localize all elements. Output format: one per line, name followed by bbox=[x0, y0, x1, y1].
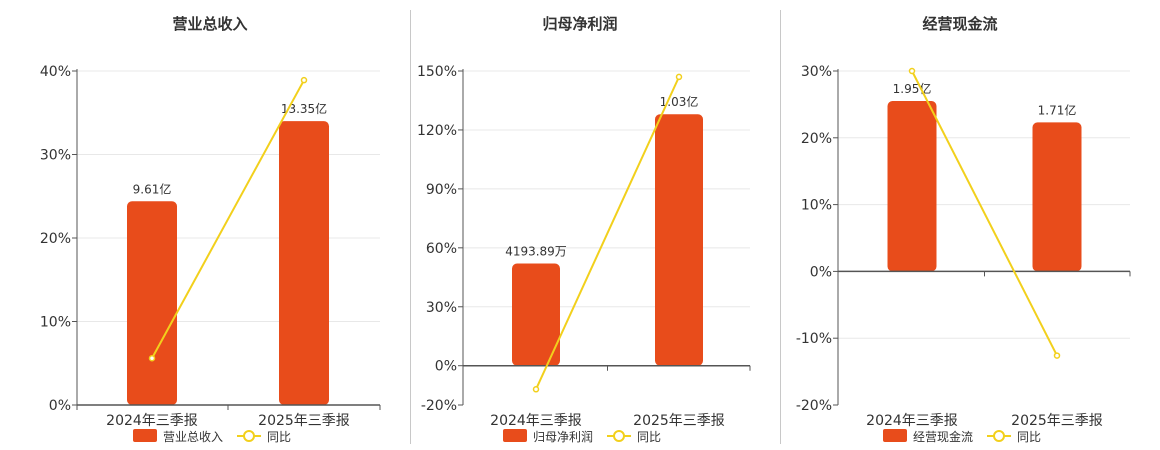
y-tick-label: 30% bbox=[40, 148, 71, 164]
y-tick-label: -20% bbox=[796, 398, 832, 414]
legend-line-label: 同比 bbox=[637, 430, 661, 444]
bar bbox=[1032, 122, 1082, 272]
y-tick-label: 0% bbox=[49, 398, 71, 414]
bar bbox=[887, 101, 937, 272]
yoy-point bbox=[1053, 352, 1061, 359]
y-tick-label: 30% bbox=[801, 64, 832, 80]
chart-title: 经营现金流 bbox=[922, 15, 997, 33]
panel-divider bbox=[410, 10, 411, 444]
yoy-line bbox=[151, 79, 305, 359]
legend-bar-swatch bbox=[883, 429, 907, 442]
yoy-point bbox=[675, 73, 683, 81]
bar bbox=[127, 201, 177, 405]
legend-bar-label: 经营现金流 bbox=[913, 429, 973, 444]
y-tick-label: 30% bbox=[426, 300, 457, 316]
yoy-point bbox=[908, 67, 916, 75]
legend-bar-label: 营业总收入 bbox=[163, 430, 223, 444]
legend-line-label: 同比 bbox=[1017, 430, 1041, 444]
legend-line-marker bbox=[613, 430, 625, 442]
chart-title: 归母净利润 bbox=[542, 15, 617, 33]
y-tick-label: 120% bbox=[417, 123, 457, 139]
legend-bar-swatch bbox=[133, 429, 157, 442]
bar-value-label: 1.71亿 bbox=[1038, 102, 1077, 117]
bar bbox=[279, 121, 329, 405]
y-tick-label: 20% bbox=[40, 231, 71, 247]
y-tick-label: 10% bbox=[801, 198, 832, 214]
y-tick-label: 0% bbox=[810, 264, 832, 280]
panel-divider bbox=[780, 10, 781, 444]
legend-bar-swatch bbox=[503, 429, 527, 442]
yoy-line bbox=[911, 70, 1058, 357]
y-tick-label: 90% bbox=[426, 182, 457, 198]
bar-value-label: 13.35亿 bbox=[281, 101, 327, 116]
yoy-point bbox=[300, 76, 308, 84]
x-category-label: 2025年三季报 bbox=[633, 413, 725, 429]
legend-line-label: 同比 bbox=[267, 430, 291, 444]
y-tick-label: 150% bbox=[417, 64, 457, 80]
x-category-label: 2024年三季报 bbox=[490, 413, 582, 429]
chart-title: 营业总收入 bbox=[172, 15, 247, 33]
x-category-label: 2024年三季报 bbox=[866, 413, 958, 429]
y-tick-label: 10% bbox=[40, 315, 71, 331]
y-tick-label: 20% bbox=[801, 131, 832, 147]
y-tick-label: -20% bbox=[421, 398, 457, 414]
yoy-point bbox=[532, 386, 540, 393]
yoy-line bbox=[535, 76, 680, 390]
bar bbox=[512, 263, 560, 366]
y-tick-label: 0% bbox=[435, 359, 457, 375]
y-tick-label: 60% bbox=[426, 241, 457, 257]
legend-line-marker bbox=[243, 430, 255, 442]
bar bbox=[655, 114, 703, 366]
x-category-label: 2025年三季报 bbox=[258, 413, 350, 429]
x-category-label: 2025年三季报 bbox=[1011, 413, 1103, 429]
x-category-label: 2024年三季报 bbox=[106, 413, 198, 429]
y-tick-label: -10% bbox=[796, 331, 832, 347]
bar-value-label: 1.95亿 bbox=[893, 81, 932, 96]
legend-bar-label: 归母净利润 bbox=[533, 430, 593, 444]
bar-value-label: 9.61亿 bbox=[133, 181, 172, 196]
legend-line-marker bbox=[993, 430, 1005, 442]
bar-value-label: 4193.89万 bbox=[505, 245, 567, 259]
y-tick-label: 40% bbox=[40, 64, 71, 80]
yoy-point bbox=[148, 354, 156, 362]
